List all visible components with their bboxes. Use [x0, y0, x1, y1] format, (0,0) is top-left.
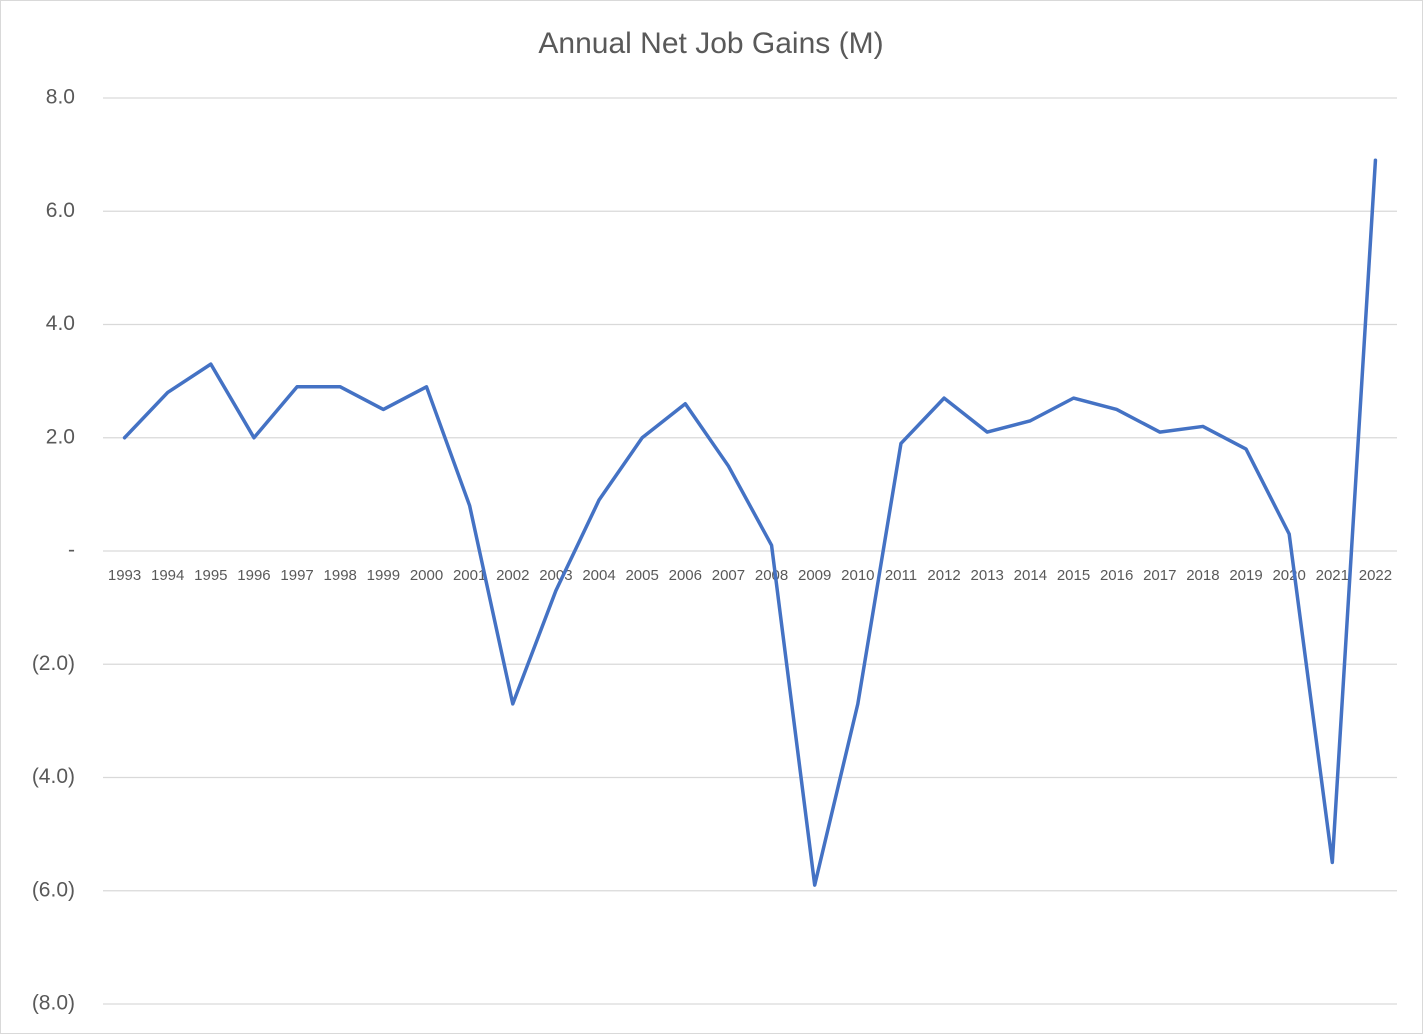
x-tick-label: 2013: [971, 567, 1004, 584]
x-tick-label: 2004: [582, 567, 615, 584]
y-tick-label: 2.0: [46, 425, 75, 448]
x-tick-label: 2017: [1143, 567, 1176, 584]
y-tick-label: (4.0): [32, 765, 75, 788]
x-tick-label: 2012: [927, 567, 960, 584]
x-tick-label: 2000: [410, 567, 443, 584]
x-tick-label: 2001: [453, 567, 486, 584]
x-tick-label: 2020: [1272, 567, 1305, 584]
y-tick-label: 4.0: [46, 312, 75, 335]
x-tick-label: 2014: [1014, 567, 1047, 584]
x-tick-label: 2010: [841, 567, 874, 584]
x-tick-label: 2002: [496, 567, 529, 584]
x-tick-label: 2011: [885, 567, 917, 584]
y-tick-label: 8.0: [46, 86, 75, 109]
y-tick-label: -: [68, 539, 75, 562]
y-tick-label: 6.0: [46, 199, 75, 222]
x-tick-label: 2007: [712, 567, 745, 584]
x-tick-label: 2021: [1316, 567, 1349, 584]
x-tick-label: 1998: [324, 567, 357, 584]
x-tick-label: 2006: [669, 567, 702, 584]
y-tick-label: (2.0): [32, 652, 75, 675]
data-line: [122, 158, 1378, 887]
y-tick-label: (8.0): [32, 992, 75, 1015]
x-tick-label: 1993: [108, 567, 141, 584]
x-tick-label: 2009: [798, 567, 831, 584]
x-tick-label: 2019: [1229, 567, 1262, 584]
x-tick-label: 2008: [755, 567, 788, 584]
x-tick-label: 1994: [151, 567, 184, 584]
x-tick-label: 1997: [280, 567, 313, 584]
x-tick-label: 1996: [237, 567, 270, 584]
x-tick-label: 2022: [1359, 567, 1392, 584]
x-tick-label: 2016: [1100, 567, 1133, 584]
x-tick-label: 1999: [367, 567, 400, 584]
chart-title: Annual Net Job Gains (M): [538, 27, 883, 60]
x-tick-label: 2015: [1057, 567, 1090, 584]
x-tick-label: 2018: [1186, 567, 1219, 584]
x-tick-label: 1995: [194, 567, 227, 584]
x-tick-label: 2005: [625, 567, 658, 584]
y-tick-label: (6.0): [32, 878, 75, 901]
